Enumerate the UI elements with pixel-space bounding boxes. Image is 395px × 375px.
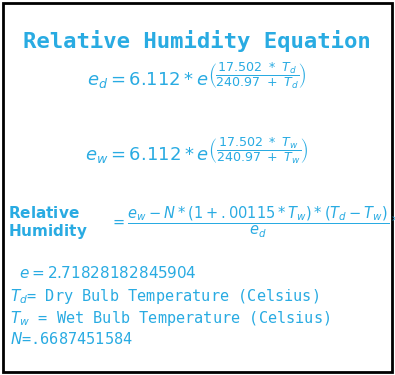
Text: $e = 2.71828182845904$: $e = 2.71828182845904$ [10,265,197,281]
Text: $=\dfrac{e_w - N*(1+.00115*T_w)*(T_d-T_w)}{e_d}*100$: $=\dfrac{e_w - N*(1+.00115*T_w)*(T_d-T_w… [110,205,395,240]
Text: Relative Humidity Equation: Relative Humidity Equation [23,30,371,52]
Text: $e_w = 6.112 * e^{\left(\dfrac{17.502\ *\ T_w}{240.97\ +\ T_w}\right)}$: $e_w = 6.112 * e^{\left(\dfrac{17.502\ *… [85,135,309,166]
Text: $e_d = 6.112 * e^{\left(\dfrac{17.502\ *\ T_d}{240.97\ +\ T_d}\right)}$: $e_d = 6.112 * e^{\left(\dfrac{17.502\ *… [87,60,307,91]
Text: $\mathbf{Humidity}$: $\mathbf{Humidity}$ [8,222,88,241]
Text: $T_d$= Dry Bulb Temperature (Celsius): $T_d$= Dry Bulb Temperature (Celsius) [10,287,319,306]
Text: $N$=.6687451584: $N$=.6687451584 [10,331,133,347]
Text: $\mathbf{Relative}$: $\mathbf{Relative}$ [8,205,80,221]
Text: $T_w$ = Wet Bulb Temperature (Celsius): $T_w$ = Wet Bulb Temperature (Celsius) [10,309,330,328]
